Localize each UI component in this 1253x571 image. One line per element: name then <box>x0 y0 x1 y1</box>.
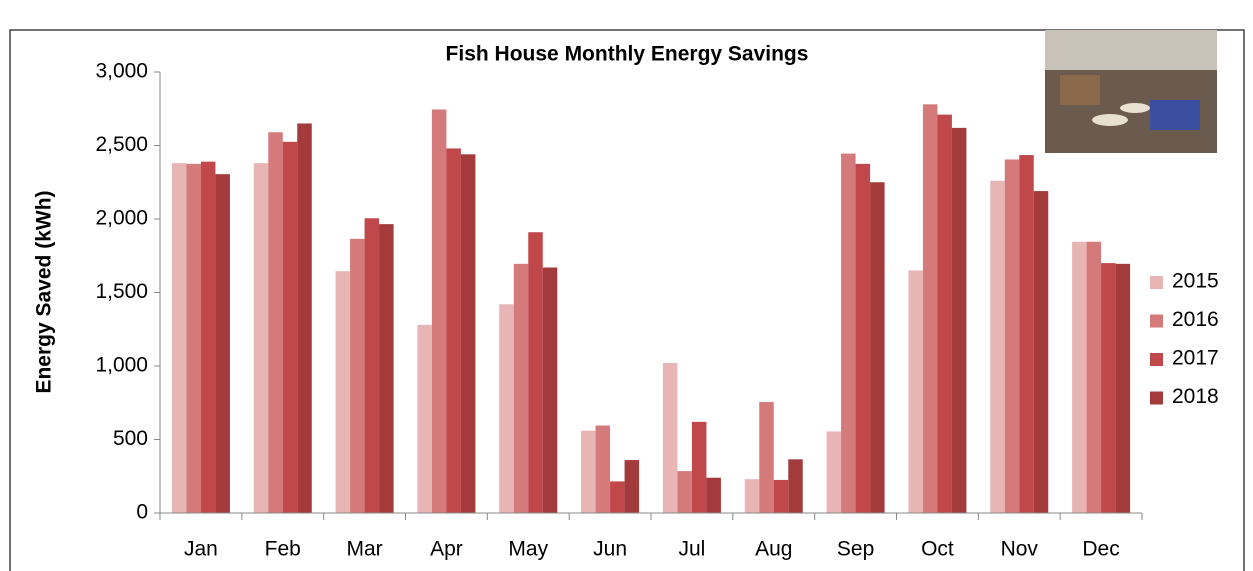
bar <box>1004 159 1020 513</box>
x-tick-label: Apr <box>430 538 463 561</box>
bar <box>215 174 230 514</box>
bar <box>417 324 432 513</box>
bar <box>268 132 283 513</box>
bar <box>335 271 351 513</box>
legend-label: 2015 <box>1172 270 1219 293</box>
bar <box>282 141 298 513</box>
x-tick-label: Oct <box>921 538 954 561</box>
bar <box>691 421 707 513</box>
x-tick-label: Jun <box>593 538 627 561</box>
x-tick-label: Jul <box>678 538 705 561</box>
x-tick-label: May <box>508 538 548 561</box>
bar <box>1033 191 1049 513</box>
bar <box>595 425 611 513</box>
bar <box>937 114 952 513</box>
bar <box>826 431 842 513</box>
bar <box>706 477 721 513</box>
bar <box>1115 263 1131 513</box>
bar <box>446 148 461 513</box>
bar <box>662 363 678 513</box>
x-tick-label: Aug <box>755 538 792 561</box>
chart-title: Fish House Monthly Energy Savings <box>446 43 809 66</box>
legend-swatch <box>1150 276 1163 289</box>
bar <box>624 460 640 513</box>
bar <box>542 267 558 513</box>
legend-swatch <box>1150 391 1163 405</box>
y-tick-label: 1,000 <box>95 354 148 377</box>
bar <box>431 109 447 514</box>
bar <box>1086 241 1102 513</box>
bar <box>171 163 187 513</box>
bar <box>513 263 529 513</box>
photo-inset <box>1045 30 1217 153</box>
bar <box>528 232 543 514</box>
bar <box>364 218 380 513</box>
bar <box>759 402 774 513</box>
bar <box>951 127 967 514</box>
x-tick-label: Feb <box>265 538 301 561</box>
x-tick-label: Jan <box>184 538 218 561</box>
bar <box>350 238 365 513</box>
bar <box>922 104 938 513</box>
x-tick-label: Dec <box>1082 538 1119 561</box>
bar <box>990 180 1005 513</box>
bar <box>460 154 476 513</box>
bar <box>253 163 269 513</box>
x-tick-label: Sep <box>837 538 874 561</box>
bar <box>841 153 856 513</box>
legend-label: 2016 <box>1172 308 1219 331</box>
bar <box>581 430 596 513</box>
y-axis-label: Energy Saved (kWh) <box>33 190 56 393</box>
bar <box>1019 155 1034 513</box>
bar <box>1101 263 1116 513</box>
bar <box>908 270 923 513</box>
bar <box>744 479 760 513</box>
y-tick-label: 2,000 <box>95 207 148 230</box>
y-tick-label: 1,500 <box>95 280 148 303</box>
y-tick-label: 3,000 <box>95 60 148 83</box>
legend-label: 2017 <box>1172 347 1219 370</box>
bar <box>379 224 394 513</box>
legend-swatch <box>1150 314 1163 328</box>
y-tick-label: 2,500 <box>95 133 148 156</box>
bar <box>773 479 789 513</box>
bar <box>200 161 216 514</box>
y-tick-label: 500 <box>113 427 148 450</box>
bar <box>610 481 625 513</box>
bar <box>855 163 871 513</box>
bar <box>499 304 514 513</box>
x-tick-label: Mar <box>346 538 382 561</box>
bar <box>297 123 312 513</box>
bar <box>1072 241 1087 513</box>
y-tick-label: 0 <box>136 501 148 524</box>
bar <box>788 459 803 513</box>
legend-swatch <box>1150 353 1163 366</box>
bar <box>677 471 692 513</box>
bar <box>186 163 201 513</box>
x-tick-label: Nov <box>1001 538 1039 561</box>
legend-label: 2018 <box>1172 385 1219 408</box>
bar <box>870 182 885 513</box>
